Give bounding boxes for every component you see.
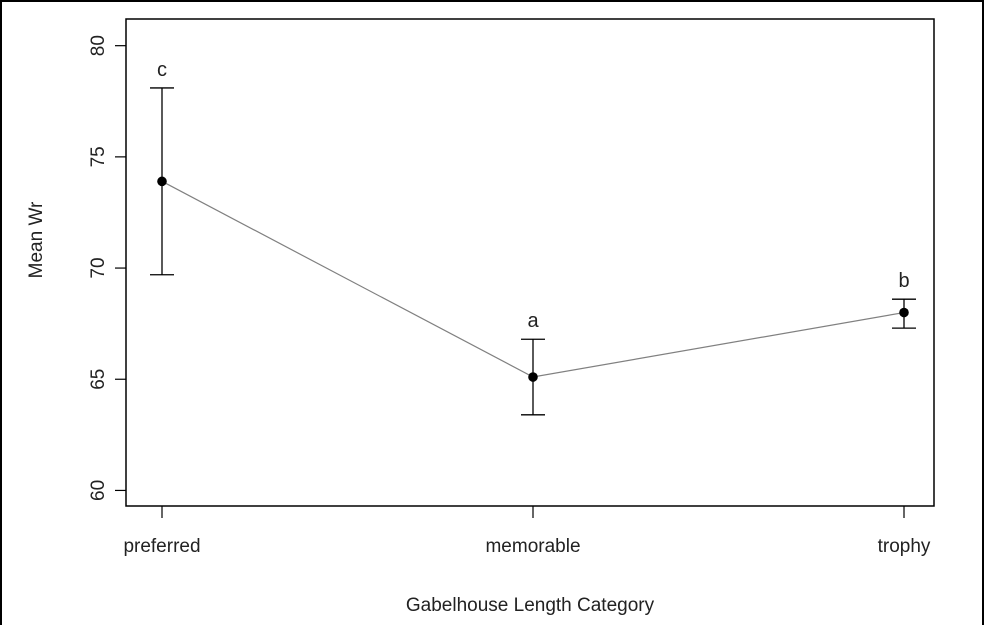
data-point [899,307,909,318]
x-axis-title: Gabelhouse Length Category [406,595,655,616]
plot-area-box [125,18,935,507]
y-tick-label: 80 [88,35,109,56]
x-axis: preferred memorable trophy [123,506,931,557]
x-tick-label: preferred [123,536,200,557]
y-tick-label: 65 [88,369,109,390]
y-tick-label: 60 [88,480,109,501]
y-axis: 60 65 70 75 80 [88,35,126,501]
y-axis-title: Mean Wr [26,201,47,278]
data-point [528,372,538,382]
significance-label: a [527,310,539,332]
y-tick-label: 70 [88,257,109,278]
significance-label: c [157,59,167,81]
x-tick-label: trophy [878,536,931,557]
y-tick-label: 75 [88,146,109,167]
x-tick-label: memorable [485,536,580,557]
significance-label: b [898,270,909,292]
series-layer: c a b [150,59,916,416]
data-point [157,176,167,187]
